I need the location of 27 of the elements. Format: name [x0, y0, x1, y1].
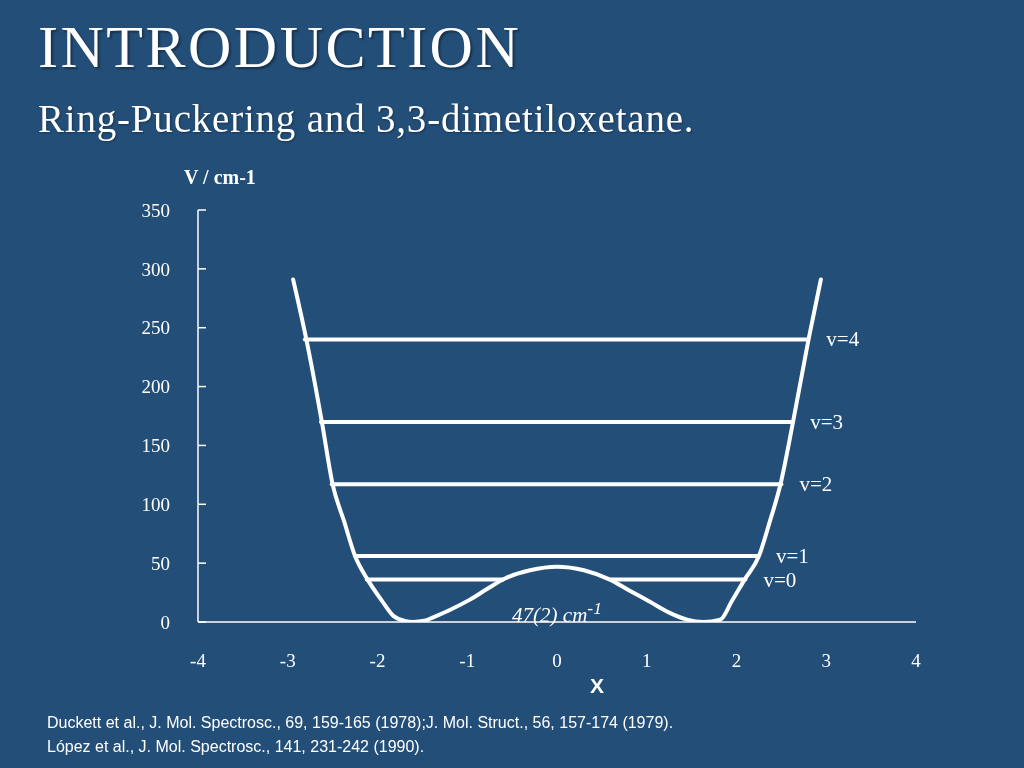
x-tick-label: 1 [642, 650, 652, 672]
y-tick-label: 300 [141, 258, 170, 280]
y-tick-label: 200 [141, 376, 170, 398]
chart-subtitle: Ring-Puckering and 3,3-dimetiloxetane. [38, 96, 695, 142]
series-label: v=4 [826, 326, 860, 353]
y-axis-title: V / cm-1 [184, 165, 256, 189]
text: Duckett et al., J. Mol. Spectrosc., 69, 159-165 (1978);J. Mol. Struct., 56, 157-174 (1979). [47, 713, 674, 733]
series-label: v=3 [810, 408, 843, 435]
y-tick-label: 0 [160, 611, 170, 633]
y-tick-label: 350 [141, 199, 170, 221]
x-tick-label: -4 [190, 650, 207, 672]
x-tick-label: -2 [369, 650, 386, 672]
x-tick-label: 3 [821, 650, 831, 672]
text: López et al., J. Mol. Spectrosc., 141, 231-242 (1990). [47, 737, 425, 757]
y-tick-label: 50 [151, 552, 170, 574]
x-tick-label: -1 [459, 650, 476, 672]
annotation: 47(2) cm$^{-1}$ [511, 596, 603, 628]
y-tick-label: 100 [141, 493, 170, 515]
x-tick-label: 2 [731, 650, 742, 672]
x-axis-title: X [590, 674, 605, 698]
series-label: v=2 [799, 471, 833, 498]
x-tick-label: 4 [911, 650, 922, 672]
y-tick-label: 250 [141, 317, 170, 339]
y-tick-label: 150 [141, 435, 170, 457]
chart-title: INTRODUCTION [38, 13, 522, 82]
x-tick-label: -3 [279, 650, 296, 672]
x-tick-label: 0 [552, 650, 562, 672]
